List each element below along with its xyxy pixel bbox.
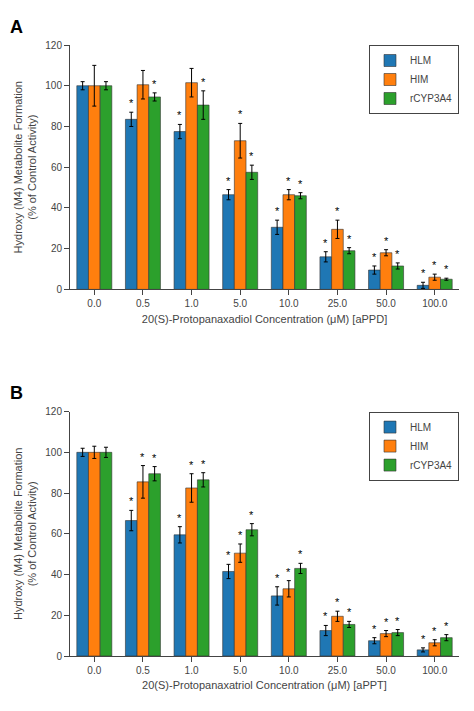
svg-text:*: * bbox=[444, 620, 449, 632]
svg-text:1.0: 1.0 bbox=[185, 665, 199, 676]
svg-text:*: * bbox=[432, 259, 437, 271]
svg-text:*: * bbox=[226, 175, 231, 187]
svg-text:*: * bbox=[421, 267, 426, 279]
svg-text:*: * bbox=[189, 459, 194, 471]
svg-text:rCYP3A4: rCYP3A4 bbox=[410, 93, 452, 104]
svg-text:B: B bbox=[10, 383, 23, 403]
svg-text:80: 80 bbox=[51, 121, 63, 132]
svg-text:0.0: 0.0 bbox=[87, 665, 101, 676]
svg-text:*: * bbox=[129, 495, 134, 507]
svg-text:20(S)-Protopanaxadiol Concentr: 20(S)-Protopanaxadiol Concentration (μM)… bbox=[142, 313, 387, 325]
svg-text:HIM: HIM bbox=[410, 441, 428, 452]
svg-text:*: * bbox=[238, 108, 243, 120]
svg-text:50.0: 50.0 bbox=[376, 665, 396, 676]
svg-text:120: 120 bbox=[45, 406, 62, 417]
svg-text:40: 40 bbox=[51, 202, 63, 213]
svg-text:*: * bbox=[323, 610, 328, 622]
svg-text:*: * bbox=[298, 178, 303, 190]
svg-text:0.5: 0.5 bbox=[136, 298, 150, 309]
svg-text:*: * bbox=[395, 248, 400, 260]
svg-text:*: * bbox=[238, 529, 243, 541]
svg-text:*: * bbox=[201, 76, 206, 88]
svg-text:*: * bbox=[140, 451, 145, 463]
svg-text:10.0: 10.0 bbox=[279, 665, 299, 676]
svg-text:25.0: 25.0 bbox=[328, 665, 348, 676]
svg-text:*: * bbox=[347, 233, 352, 245]
svg-text:1.0: 1.0 bbox=[185, 298, 199, 309]
svg-text:*: * bbox=[432, 625, 437, 637]
svg-text:HLM: HLM bbox=[410, 55, 431, 66]
svg-text:0: 0 bbox=[56, 284, 62, 295]
svg-text:A: A bbox=[10, 17, 23, 37]
svg-text:*: * bbox=[226, 549, 231, 561]
svg-text:*: * bbox=[421, 633, 426, 645]
svg-text:0.5: 0.5 bbox=[136, 665, 150, 676]
svg-text:*: * bbox=[384, 616, 389, 628]
svg-text:20(S)-Protopanaxatriol Concent: 20(S)-Protopanaxatriol Concentration (μM… bbox=[142, 679, 387, 691]
svg-text:*: * bbox=[347, 606, 352, 618]
svg-text:20: 20 bbox=[51, 243, 63, 254]
svg-text:*: * bbox=[177, 109, 182, 121]
svg-text:Hydroxy (M4) Metabolite Format: Hydroxy (M4) Metabolite Formation(% of C… bbox=[12, 448, 38, 620]
svg-text:*: * bbox=[152, 78, 157, 90]
svg-text:*: * bbox=[395, 615, 400, 627]
svg-text:0.0: 0.0 bbox=[87, 298, 101, 309]
svg-text:*: * bbox=[275, 572, 280, 584]
svg-text:25.0: 25.0 bbox=[328, 298, 348, 309]
svg-text:*: * bbox=[298, 548, 303, 560]
svg-text:*: * bbox=[286, 566, 291, 578]
svg-text:rCYP3A4: rCYP3A4 bbox=[410, 460, 452, 471]
svg-text:100.0: 100.0 bbox=[422, 665, 447, 676]
svg-text:*: * bbox=[152, 452, 157, 464]
svg-text:*: * bbox=[335, 596, 340, 608]
svg-text:*: * bbox=[372, 251, 377, 263]
svg-text:5.0: 5.0 bbox=[233, 298, 247, 309]
svg-text:80: 80 bbox=[51, 488, 63, 499]
svg-text:60: 60 bbox=[51, 162, 63, 173]
svg-text:Hydroxy (M4) Metabolite Format: Hydroxy (M4) Metabolite Formation(% of C… bbox=[12, 81, 38, 253]
svg-text:*: * bbox=[323, 237, 328, 249]
svg-text:*: * bbox=[129, 97, 134, 109]
svg-text:*: * bbox=[275, 205, 280, 217]
svg-text:*: * bbox=[372, 623, 377, 635]
svg-text:*: * bbox=[384, 235, 389, 247]
svg-text:*: * bbox=[249, 150, 254, 162]
svg-text:50.0: 50.0 bbox=[376, 298, 396, 309]
svg-text:0: 0 bbox=[56, 651, 62, 662]
svg-text:*: * bbox=[335, 205, 340, 217]
svg-text:100: 100 bbox=[45, 447, 62, 458]
svg-text:20: 20 bbox=[51, 610, 63, 621]
svg-text:HIM: HIM bbox=[410, 74, 428, 85]
svg-text:5.0: 5.0 bbox=[233, 665, 247, 676]
svg-text:*: * bbox=[177, 512, 182, 524]
svg-text:*: * bbox=[249, 509, 254, 521]
svg-text:*: * bbox=[444, 263, 449, 275]
svg-text:40: 40 bbox=[51, 569, 63, 580]
svg-text:60: 60 bbox=[51, 528, 63, 539]
svg-text:HLM: HLM bbox=[410, 422, 431, 433]
svg-text:100.0: 100.0 bbox=[422, 298, 447, 309]
svg-text:*: * bbox=[201, 458, 206, 470]
svg-text:120: 120 bbox=[45, 40, 62, 51]
svg-text:100: 100 bbox=[45, 80, 62, 91]
svg-text:10.0: 10.0 bbox=[279, 298, 299, 309]
svg-text:*: * bbox=[286, 175, 291, 187]
